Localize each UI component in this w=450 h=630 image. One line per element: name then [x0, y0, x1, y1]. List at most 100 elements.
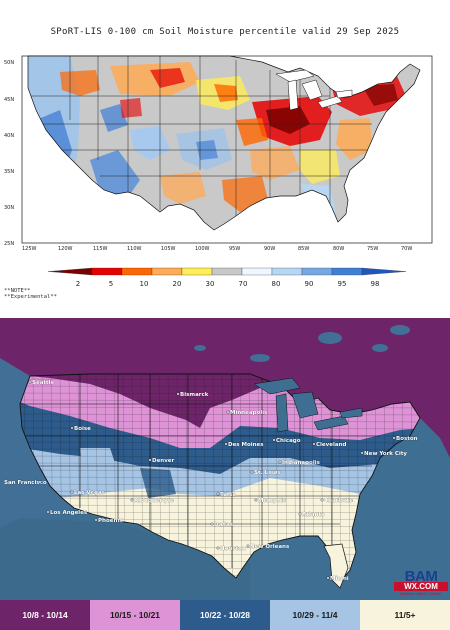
county-line	[20, 420, 420, 423]
county-line	[221, 374, 225, 582]
lon-label: 85W	[298, 246, 309, 252]
city-label: Houston	[220, 546, 246, 552]
city-label: San Francisco	[4, 480, 47, 486]
county-line	[20, 448, 420, 451]
legend-label: 10/8 - 10/14	[22, 610, 68, 620]
frost-date-legend: 10/8 - 10/14 10/15 - 10/21 10/22 - 10/28…	[0, 600, 450, 630]
lat-label: 30N	[4, 205, 14, 211]
city-label: Tulsa	[220, 492, 236, 498]
colorbar-tick: 80	[272, 280, 281, 288]
colorbar-tick: 30	[206, 280, 215, 288]
legend-label: 10/15 - 10/21	[109, 610, 161, 620]
colorbar-segment	[271, 267, 303, 276]
colorbar-tick: 5	[109, 280, 113, 288]
lon-label: 90W	[264, 246, 275, 252]
county-line	[20, 441, 420, 444]
mexico-area	[0, 518, 250, 600]
lon-label: 110W	[127, 246, 142, 252]
city-label: New Orleans	[250, 544, 290, 550]
logo-tagline: Weather. Made. Simple.	[399, 591, 443, 596]
city-label: Indianapolis	[282, 460, 321, 466]
lon-label: 120W	[58, 246, 73, 252]
colorbar-segment	[331, 267, 363, 276]
canadian-lakes	[194, 325, 410, 362]
lon-label: 105W	[161, 246, 176, 252]
colorbar-segment	[91, 267, 123, 276]
county-line	[20, 427, 420, 430]
city-label: Seattle	[32, 380, 55, 386]
city-label: Phoenix	[98, 518, 123, 524]
city-label: Albuquerque	[134, 498, 174, 504]
colorbar-segment	[151, 267, 183, 276]
legend-item: 10/29 - 11/4	[270, 600, 360, 630]
city-label: Boston	[396, 436, 418, 442]
city-label: Cleveland	[316, 442, 346, 448]
county-line	[20, 455, 420, 458]
colorbar-segment	[181, 267, 213, 276]
great-lakes	[253, 377, 363, 433]
colorbar-segment	[121, 267, 153, 276]
legend-item: 10/8 - 10/14	[0, 600, 90, 630]
pacific-ocean	[0, 358, 74, 528]
lon-label: 115W	[93, 246, 108, 252]
colorbar-tick: 95	[338, 280, 347, 288]
soil-moisture-title: SPoRT-LIS 0-100 cm Soil Moisture percent…	[50, 27, 400, 37]
note-line: **NOTE**	[4, 288, 31, 294]
county-line	[20, 462, 420, 465]
lat-label: 50N	[4, 60, 14, 66]
colorbar-tick: 2	[76, 280, 80, 288]
atlantic-ocean	[340, 414, 450, 600]
city-label: Los Angeles	[50, 510, 88, 516]
city-dots	[28, 380, 396, 580]
colorbar-segment	[361, 267, 407, 276]
state-lines	[20, 374, 380, 568]
first-frost-map: Seattle Boise Bismarck Minneapolis Bosto…	[0, 318, 450, 600]
florida	[323, 543, 349, 589]
logo-text: BAM	[404, 568, 438, 585]
city-label: New York City	[364, 451, 407, 457]
lon-label: 125W	[22, 246, 37, 252]
city-label: Atlanta	[302, 512, 325, 518]
county-line	[20, 413, 420, 416]
lat-label: 25N	[4, 241, 14, 247]
colorbar-tick: 98	[371, 280, 380, 288]
city-label: Charlotte	[324, 498, 353, 504]
legend-item: 10/15 - 10/21	[90, 600, 180, 630]
city-label: St. Louis	[254, 470, 282, 476]
lat-label: 35N	[4, 169, 14, 175]
legend-label: 11/5+	[394, 610, 416, 620]
lon-label: 70W	[401, 246, 412, 252]
county-line	[239, 374, 243, 582]
soil-moisture-map: 50N 45N 40N 35N 30N 25N 125W 120W 115W 1…	[4, 55, 433, 288]
city-label: Chicago	[276, 438, 301, 444]
colorbar-segment	[47, 267, 93, 276]
lon-label: 80W	[333, 246, 344, 252]
city-label: Memphis	[258, 498, 287, 504]
lon-label: 75W	[367, 246, 378, 252]
lon-label: 100W	[195, 246, 210, 252]
colorbar-tick: 10	[140, 280, 149, 288]
city-label: Dallas	[214, 522, 234, 528]
great-lakes	[275, 69, 353, 111]
colorbar-segment	[301, 267, 333, 276]
city-label: Des Moines	[228, 442, 264, 448]
lat-label: 40N	[4, 133, 14, 139]
lat-label: 45N	[4, 97, 14, 103]
colorbar-segment	[211, 267, 243, 276]
legend-item: 10/22 - 10/28	[180, 600, 270, 630]
colorbar	[47, 267, 407, 276]
colorbar-tick: 70	[239, 280, 248, 288]
city-label: Bismarck	[180, 392, 209, 398]
city-label: Minneapolis	[230, 410, 268, 416]
legend-label: 10/22 - 10/28	[199, 610, 251, 620]
city-label: Miami	[330, 576, 349, 582]
legend-label: 10/29 - 11/4	[292, 610, 338, 620]
colorbar-tick: 20	[173, 280, 182, 288]
logo-domain: WX.COM	[394, 582, 448, 591]
note-line: **Experimental**	[4, 294, 57, 300]
city-label: Boise	[74, 426, 91, 432]
city-label: Las Vegas	[74, 490, 106, 496]
experimental-note: **NOTE** **Experimental**	[4, 288, 57, 300]
city-label: Denver	[152, 458, 175, 464]
colorbar-segment	[241, 267, 273, 276]
